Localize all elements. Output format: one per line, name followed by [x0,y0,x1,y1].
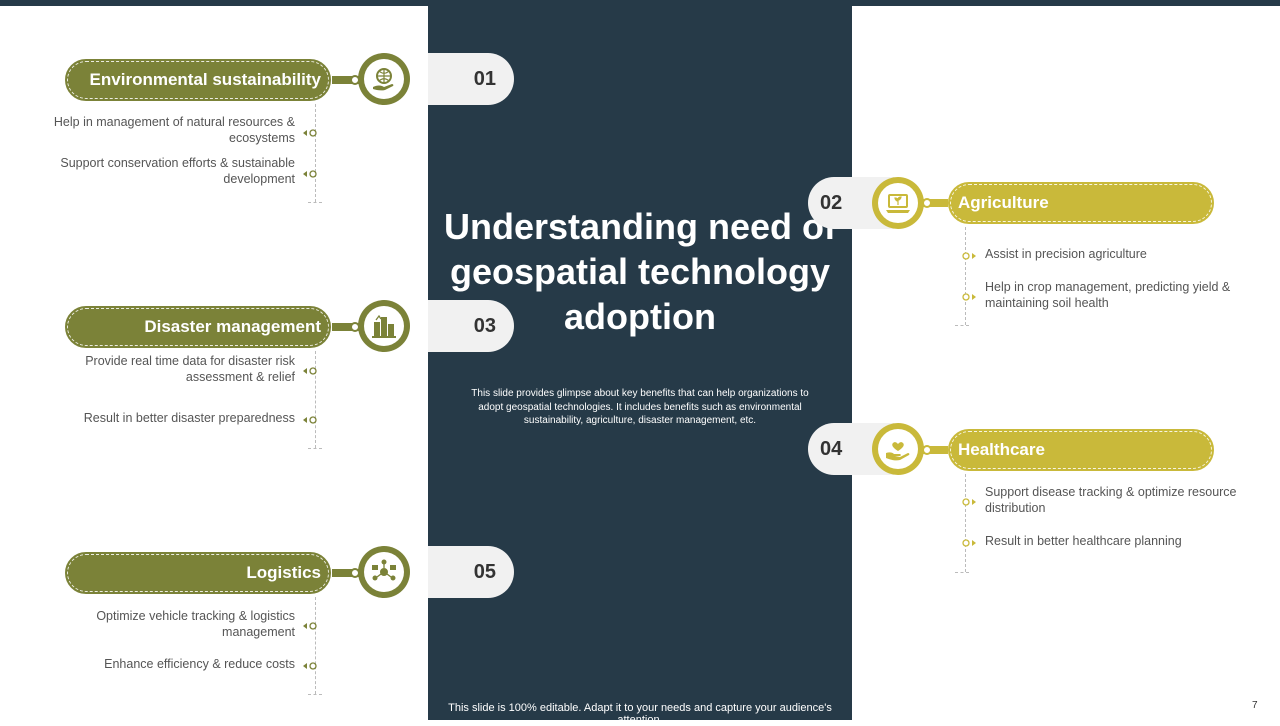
item-label-pill: Healthcare [945,426,1217,474]
item-number-badge: 01 [428,53,514,105]
item-icon-circle [358,300,410,352]
bullet-text: Provide real time data for disaster risk… [85,354,295,384]
slide-subtitle: This slide provides glimpse about key be… [471,388,809,426]
bullet-text: Support conservation efforts & sustainab… [60,156,295,186]
bullet-marker [303,125,317,137]
bullet-marker [962,289,976,301]
laptop-plant-icon [886,194,910,213]
item-number: 03 [473,314,496,337]
bullet-marker [962,248,976,260]
bullet-marker [303,166,317,178]
item-number-badge: 03 [428,300,514,352]
item-icon-circle [358,546,410,598]
bullet-text: Help in management of natural resources … [53,115,295,145]
slide-title: Understanding need of geospatial technol… [443,206,836,337]
heart-hand-icon [886,442,910,461]
item-label-pill: Agriculture [945,179,1217,227]
bullet-marker [962,494,976,506]
bullet-marker [303,363,317,375]
item-number: 04 [820,437,843,460]
bullet-text: Help in crop management, predicting yiel… [985,280,1231,310]
logistics-network-icon [372,559,396,581]
globe-gear-hand-icon [373,68,394,91]
item-icon-circle [358,53,410,105]
bullet-text: Support disease tracking & optimize reso… [985,485,1237,515]
item-number-badge: 05 [428,546,514,598]
bullet-marker [303,618,317,630]
bullet-text: Enhance efficiency & reduce costs [104,657,295,671]
bullet-text: Result in better disaster preparedness [83,411,295,425]
bullet-text: Result in better healthcare planning [985,534,1182,548]
item-label: Environmental sustainability [89,70,321,89]
bullet-marker [303,658,317,670]
center-panel [428,6,852,720]
item-icon-circle [872,423,924,475]
item-number: 01 [473,67,496,90]
bullet-text: Optimize vehicle tracking & logistics ma… [96,609,295,639]
bullet-marker [303,412,317,424]
footer-note: This slide is 100% editable. Adapt it to… [448,702,832,726]
bullet-text: Assist in precision agriculture [985,247,1147,261]
item-label-pill: Environmental sustainability [62,56,334,104]
bullet-marker [962,535,976,547]
item-label-pill: Logistics [62,549,334,597]
item-label: Healthcare [958,440,1045,459]
item-number: 02 [820,191,843,214]
item-label: Logistics [246,563,321,582]
city-disaster-icon [372,314,396,338]
page-number: 7 [1252,700,1258,711]
item-icon-circle [872,177,924,229]
item-label-pill: Disaster management [62,303,334,351]
item-number: 05 [473,560,496,583]
item-label: Agriculture [958,193,1049,212]
top-bar [0,0,1280,6]
item-label: Disaster management [144,317,321,336]
